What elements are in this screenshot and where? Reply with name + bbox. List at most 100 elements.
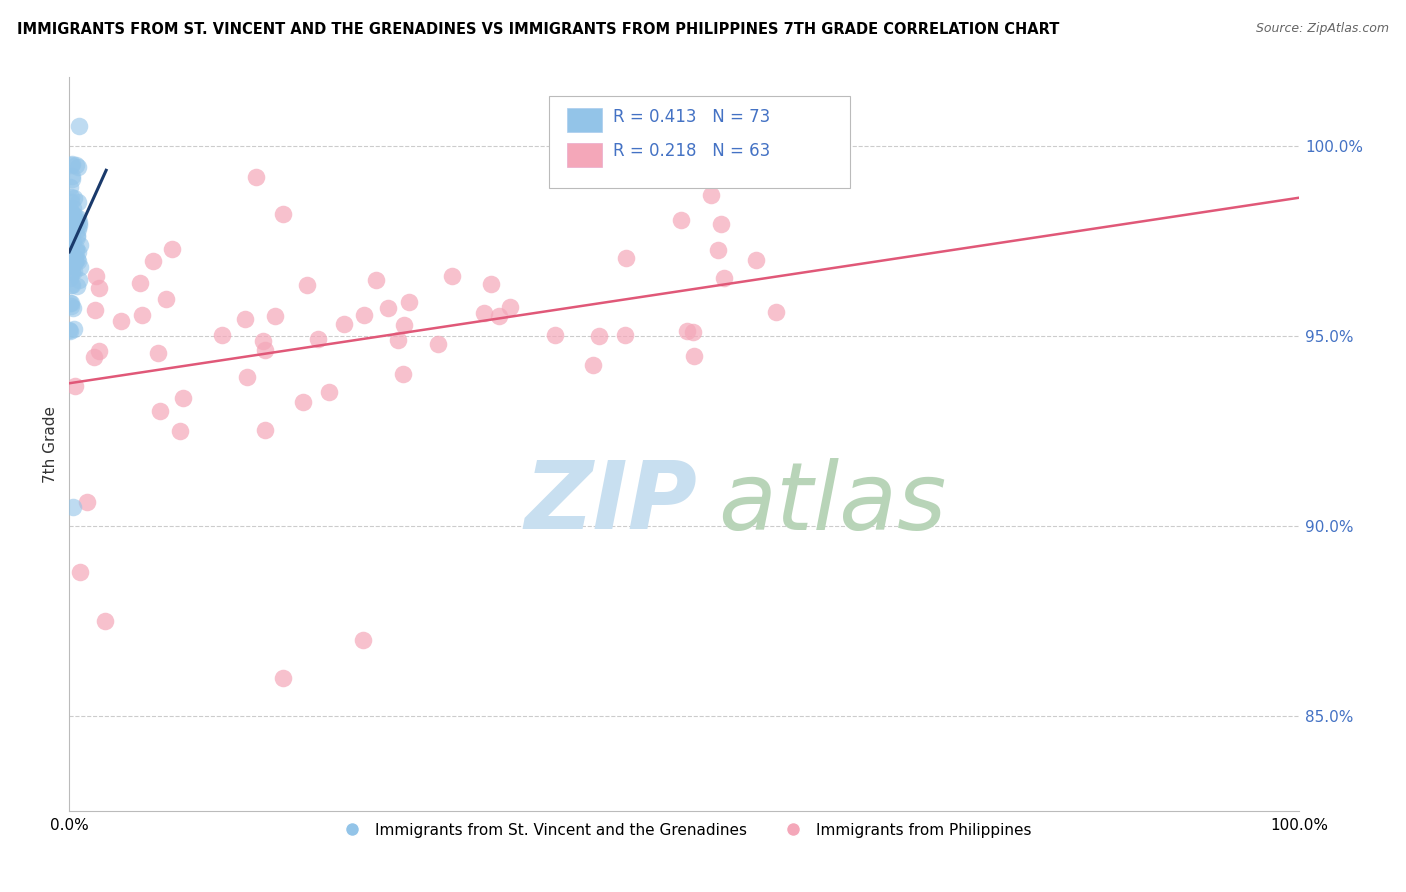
Point (69, 238, 91, 252)
Point (60, 171, 83, 186)
Point (233, 312, 256, 326)
Point (89, 343, 111, 358)
Point (94, 614, 117, 628)
Point (62, 157, 84, 171)
Point (271, 207, 294, 221)
Point (62, 201, 84, 215)
Text: R = 0.218   N = 63: R = 0.218 N = 63 (613, 142, 770, 160)
Point (66, 211, 89, 226)
Point (131, 309, 153, 323)
Point (59, 205, 82, 219)
Point (66, 221, 89, 235)
Point (62, 322, 84, 336)
FancyBboxPatch shape (568, 108, 602, 133)
Point (60, 265, 83, 279)
FancyBboxPatch shape (568, 143, 602, 167)
Point (63, 254, 86, 268)
Point (59, 252, 82, 267)
Text: Source: ZipAtlas.com: Source: ZipAtlas.com (1256, 22, 1389, 36)
Point (60, 219, 83, 234)
Point (253, 343, 276, 357)
Point (65, 158, 87, 172)
Point (245, 169, 267, 184)
Point (582, 358, 605, 372)
Point (60, 277, 83, 292)
Point (472, 306, 495, 320)
Point (59, 324, 82, 338)
Point (60, 169, 83, 183)
Point (318, 385, 340, 400)
Point (129, 276, 152, 290)
Point (110, 314, 132, 328)
Point (488, 309, 510, 323)
Point (67, 254, 90, 268)
Point (60, 260, 83, 274)
Point (765, 305, 787, 319)
Point (60, 158, 83, 172)
Point (62, 301, 84, 315)
Point (62, 500, 84, 514)
Point (66, 229, 89, 244)
Point (60, 208, 83, 222)
Point (59, 215, 82, 229)
Point (297, 278, 319, 293)
Point (86, 269, 108, 284)
Point (377, 301, 399, 316)
Point (59, 224, 82, 238)
Point (713, 271, 735, 285)
Text: ZIP: ZIP (524, 457, 697, 549)
Point (352, 633, 374, 648)
Point (67, 120, 90, 134)
Point (263, 309, 285, 323)
Point (60, 227, 83, 242)
Point (63, 213, 86, 227)
Text: R = 0.413   N = 73: R = 0.413 N = 73 (613, 108, 770, 127)
Point (366, 273, 388, 287)
Point (66, 252, 89, 266)
Point (65, 241, 87, 255)
Point (65, 278, 87, 293)
Point (60, 206, 83, 220)
Point (588, 329, 610, 343)
Point (65, 215, 87, 229)
Point (353, 308, 375, 322)
Point (307, 332, 329, 346)
Point (254, 423, 277, 437)
Point (707, 243, 730, 257)
Point (83, 350, 105, 364)
Point (699, 188, 721, 202)
Point (271, 671, 294, 685)
Point (60, 264, 83, 278)
Point (63, 191, 86, 205)
Point (69, 260, 91, 274)
Point (155, 293, 177, 307)
Point (60, 228, 83, 243)
Point (59, 277, 82, 292)
Point (252, 334, 274, 349)
FancyBboxPatch shape (548, 95, 851, 187)
Point (67, 218, 90, 232)
Point (682, 326, 704, 340)
Point (614, 251, 637, 265)
Point (59, 257, 82, 271)
Point (745, 252, 768, 267)
Point (66, 227, 89, 242)
Point (59, 190, 82, 204)
Point (479, 277, 502, 291)
Point (291, 395, 314, 409)
Point (60, 217, 83, 231)
Point (89, 280, 111, 294)
Point (58, 251, 80, 265)
Point (398, 295, 420, 310)
Point (148, 403, 170, 417)
Point (59, 217, 82, 231)
Point (59, 271, 82, 285)
Point (63, 215, 86, 229)
Point (211, 327, 233, 342)
Point (76, 495, 98, 509)
Text: IMMIGRANTS FROM ST. VINCENT AND THE GRENADINES VS IMMIGRANTS FROM PHILIPPINES 7T: IMMIGRANTS FROM ST. VINCENT AND THE GREN… (17, 22, 1059, 37)
Point (58, 323, 80, 337)
Point (60, 241, 83, 255)
Point (710, 217, 733, 231)
Point (69, 565, 91, 579)
